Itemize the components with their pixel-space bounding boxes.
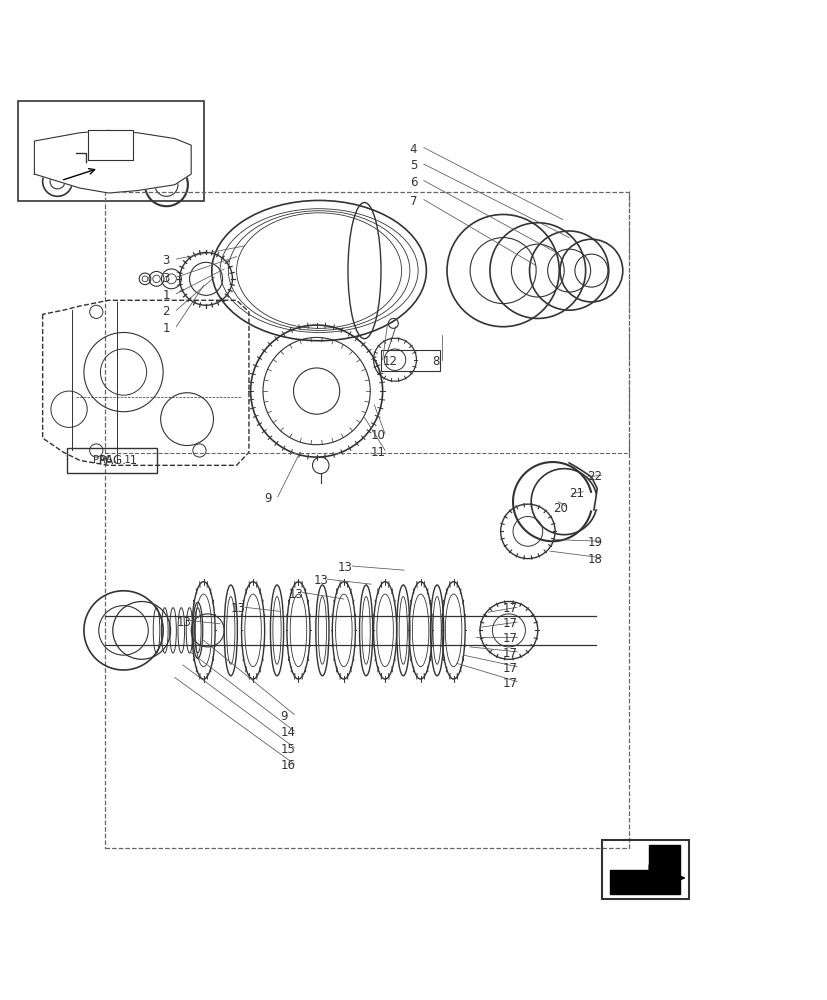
Text: 8: 8 — [432, 355, 439, 368]
Text: 15: 15 — [280, 743, 295, 756]
Text: 14: 14 — [280, 726, 295, 739]
Text: 6: 6 — [409, 176, 417, 189]
Text: 17: 17 — [503, 632, 518, 645]
Bar — [380, 350, 440, 371]
Text: 12: 12 — [382, 355, 397, 368]
Text: 9: 9 — [264, 492, 271, 505]
Text: 10: 10 — [370, 429, 385, 442]
Bar — [67, 448, 156, 473]
Text: 7: 7 — [409, 195, 417, 208]
Text: 3: 3 — [162, 254, 170, 267]
Text: 3: 3 — [162, 272, 170, 285]
Text: 20: 20 — [552, 502, 566, 515]
Text: 21: 21 — [568, 487, 583, 500]
Text: 17: 17 — [503, 662, 518, 675]
Polygon shape — [609, 845, 679, 894]
Text: 4: 4 — [409, 143, 417, 156]
Text: 5: 5 — [409, 159, 417, 172]
Bar — [601, 840, 688, 899]
Bar — [18, 101, 203, 201]
Text: 18: 18 — [586, 553, 601, 566]
Text: 2: 2 — [162, 305, 170, 318]
Text: 13: 13 — [289, 588, 303, 601]
Text: 17: 17 — [503, 602, 518, 615]
Text: 11: 11 — [370, 446, 385, 459]
Polygon shape — [648, 865, 684, 891]
Text: 19: 19 — [586, 536, 601, 549]
Text: 22: 22 — [586, 470, 601, 483]
Text: 13: 13 — [231, 602, 246, 615]
Polygon shape — [35, 130, 191, 193]
Text: 16: 16 — [280, 759, 295, 772]
Polygon shape — [88, 130, 133, 160]
Bar — [104, 192, 628, 848]
Text: 17: 17 — [503, 647, 518, 660]
Text: PAG. 1: PAG. 1 — [93, 455, 131, 465]
Text: 1: 1 — [162, 322, 170, 335]
Text: 9: 9 — [280, 710, 288, 723]
Text: 17: 17 — [503, 677, 518, 690]
Text: 13: 13 — [313, 574, 327, 587]
Text: 13: 13 — [337, 561, 352, 574]
Text: PAG. 1: PAG. 1 — [98, 454, 136, 467]
Text: 1: 1 — [162, 289, 170, 302]
Text: 17: 17 — [503, 617, 518, 630]
Text: 13: 13 — [176, 616, 191, 629]
